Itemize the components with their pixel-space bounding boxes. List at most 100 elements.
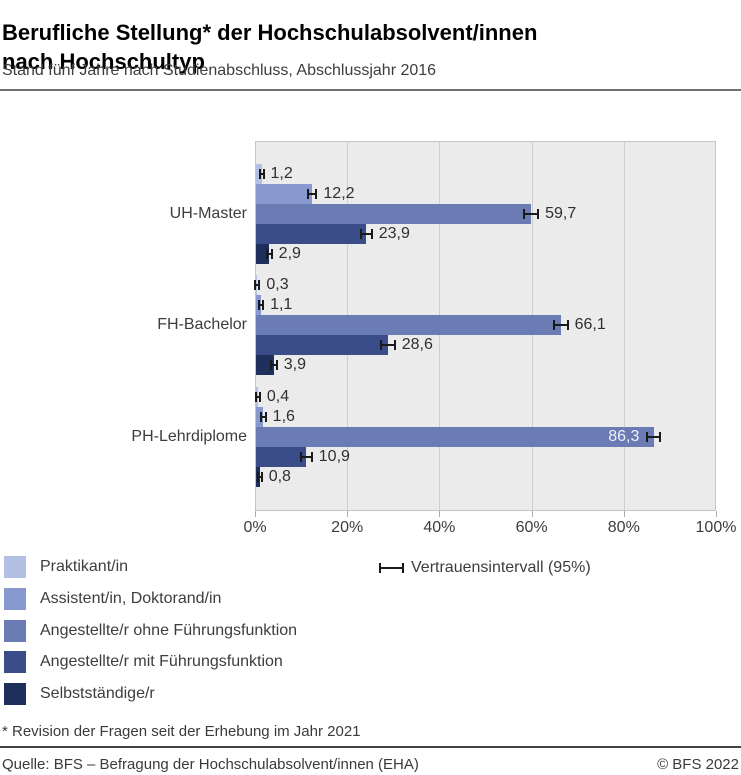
page-title: Berufliche Stellung* der Hochschulabsolv… — [2, 18, 537, 76]
ci-legend-label: Vertrauensintervall (95%) — [411, 559, 591, 576]
error-bar-cap — [262, 169, 265, 179]
error-bar-cap — [260, 411, 263, 422]
error-bar — [553, 324, 568, 327]
axis-tick-label: 80% — [607, 519, 640, 536]
bar — [256, 355, 274, 376]
value-label: 28,6 — [401, 336, 433, 354]
value-label: 3,9 — [283, 356, 306, 374]
error-bar-cap — [393, 340, 396, 351]
error-bar-line — [379, 567, 404, 569]
error-bar-cap — [254, 391, 257, 402]
source-text: Quelle: BFS – Befragung der Hochschulabs… — [2, 756, 419, 773]
error-bar — [259, 304, 264, 307]
error-bar-cap — [379, 340, 382, 351]
error-bar-cap — [307, 189, 310, 199]
error-bar-cap — [258, 280, 261, 291]
value-label: 2,9 — [278, 245, 301, 262]
bar — [256, 446, 307, 467]
gridline — [623, 142, 625, 510]
error-bar — [271, 364, 277, 367]
error-bar-cap — [523, 209, 526, 219]
error-bar-cap — [299, 451, 302, 462]
error-bar-cap — [254, 280, 257, 291]
legend-swatch — [4, 619, 26, 642]
axis-tick-label: 60% — [515, 519, 548, 536]
axis-tick-label: 100% — [695, 519, 737, 536]
error-bar — [255, 284, 260, 287]
error-bar-icon — [379, 558, 404, 578]
legend-swatch — [4, 651, 26, 674]
error-bar-cap — [270, 249, 273, 259]
footnote: * Revision der Fragen seit der Erhebung … — [2, 723, 361, 740]
value-label: 66,1 — [574, 316, 606, 334]
value-label: 1,6 — [272, 407, 295, 425]
legend-swatch — [4, 587, 26, 610]
error-bar — [380, 344, 395, 347]
value-label: 1,2 — [270, 165, 293, 182]
error-bar-cap — [370, 229, 373, 239]
error-bar — [524, 213, 539, 215]
error-bar-cap — [262, 300, 265, 311]
error-bar-cap — [315, 189, 318, 199]
value-label: 86,3 — [608, 427, 640, 445]
value-label: 12,2 — [323, 185, 355, 202]
legend-label: Assistent/in, Doktorand/in — [40, 589, 222, 607]
bar — [256, 335, 388, 356]
error-bar-cap — [258, 169, 261, 179]
error-bar — [360, 233, 372, 235]
legend-label: Selbstständige/r — [40, 685, 155, 703]
bar — [256, 244, 270, 264]
value-label: 10,9 — [318, 447, 350, 465]
error-bar-cap — [552, 320, 555, 331]
axis-tick — [716, 511, 717, 517]
error-bar-cap — [566, 320, 569, 331]
error-bar-cap — [256, 471, 259, 482]
error-bar-cap — [310, 451, 313, 462]
error-bar-cap-right — [402, 563, 404, 573]
error-bar — [261, 415, 266, 418]
legend-label: Angestellte/r mit Führungsfunktion — [40, 653, 283, 671]
error-bar — [255, 395, 260, 398]
error-bar-cap — [359, 229, 362, 239]
value-label: 23,9 — [378, 225, 410, 242]
error-bar — [300, 455, 312, 458]
error-bar — [259, 173, 264, 175]
value-label: 1,1 — [270, 296, 293, 314]
error-bar-cap — [275, 360, 278, 371]
legend-swatch — [4, 556, 26, 578]
legend-swatch — [4, 683, 26, 706]
axis-tick-label: 0% — [243, 519, 267, 536]
error-bar-cap — [537, 209, 540, 219]
error-bar — [257, 475, 262, 478]
axis-tick-label: 40% — [423, 519, 456, 536]
category-label: FH-Bachelor — [157, 316, 247, 334]
title-line-1: Berufliche Stellung* der Hochschulabsolv… — [2, 19, 538, 45]
error-bar — [647, 435, 661, 438]
bar — [256, 204, 532, 224]
axis-tick — [531, 511, 533, 517]
category-label: UH-Master — [169, 205, 247, 222]
error-bar-cap — [646, 431, 649, 442]
bar — [256, 406, 264, 427]
error-bar — [267, 253, 272, 255]
axis-tick — [347, 511, 349, 517]
category-label: PH-Lehrdiplome — [131, 427, 247, 445]
error-bar-cap — [258, 300, 261, 311]
axis-tick — [623, 511, 625, 517]
value-label: 59,7 — [545, 205, 577, 222]
bar — [256, 315, 561, 336]
axis-tick — [439, 511, 441, 517]
page-subtitle: Stand fünf Jahre nach Studienabschluss, … — [2, 62, 437, 79]
value-label: 0,3 — [266, 276, 289, 294]
bar — [256, 426, 654, 447]
error-bar-cap — [266, 249, 269, 259]
legend-label: Praktikant/in — [40, 558, 129, 575]
value-label: 0,4 — [266, 387, 290, 405]
error-bar — [308, 193, 317, 195]
copyright-text: © BFS 2022 — [657, 756, 739, 773]
error-bar-cap — [270, 360, 273, 371]
axis-tick-label: 20% — [331, 519, 364, 536]
title-line-2: nach Hochschultyp — [2, 48, 205, 74]
bar — [256, 224, 367, 244]
